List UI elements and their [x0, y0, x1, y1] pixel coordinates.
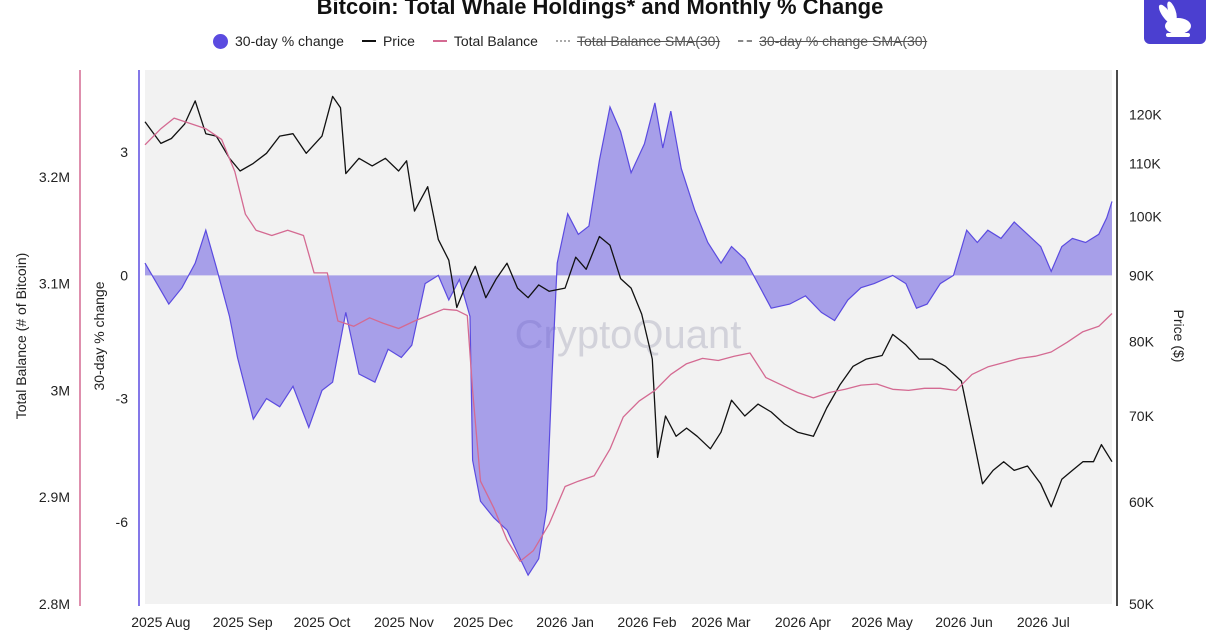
legend-label: Total Balance [453, 33, 538, 49]
chart-marks [144, 95, 1113, 577]
x-tick-label: 2026 Mar [691, 614, 750, 630]
price-tick-label: 80K [1129, 333, 1155, 349]
balance-axis-title: Total Balance (# of Bitcoin) [13, 253, 29, 420]
balance-tick-label: 3M [51, 382, 70, 398]
change-axis-title: 30-day % change [91, 281, 107, 390]
x-tick-label: 2025 Sep [213, 614, 273, 630]
price-tick-label: 110K [1129, 155, 1161, 171]
price-axis-title: Price ($) [1171, 310, 1187, 363]
change-tick-label: 0 [120, 267, 128, 283]
legend-line-icon [432, 40, 447, 42]
legend-item-balance-sma[interactable]: Total Balance SMA(30) [555, 33, 721, 49]
legend-item-change[interactable]: 30-day % change [213, 33, 344, 49]
price-tick-label: 70K [1129, 408, 1155, 424]
series-line-change [144, 102, 1113, 577]
price-tick-label: 90K [1129, 268, 1155, 284]
x-tick-label: 2025 Oct [294, 614, 351, 630]
legend-item-change-sma[interactable]: 30-day % change SMA(30) [738, 33, 927, 49]
x-tick-label: 2025 Aug [131, 614, 190, 630]
legend-dot-icon [213, 33, 228, 49]
axis-ticks: 3.2M 3.1M 3M 2.9M 2.8M 3 0 -3 -6 120K 110K 100K 90K 8… [39, 107, 1162, 630]
price-tick-label: 50K [1129, 596, 1155, 612]
x-tick-label: 2025 Nov [374, 614, 434, 630]
series-line-balance [144, 117, 1113, 562]
change-tick-label: 3 [120, 144, 128, 160]
rabbit-icon [1158, 1, 1191, 37]
chart-title: Bitcoin: Total Whale Holdings* and Month… [316, 0, 884, 19]
x-tick-label: 2025 Dec [453, 614, 513, 630]
brand-logo [1144, 0, 1206, 44]
legend-label: Total Balance SMA(30) [576, 33, 721, 49]
legend-line-icon [361, 40, 376, 42]
balance-tick-label: 3.1M [39, 276, 70, 292]
change-tick-label: -3 [116, 391, 129, 407]
x-tick-label: 2026 Jul [1017, 614, 1070, 630]
x-tick-label: 2026 Apr [775, 614, 831, 630]
legend-label: 30-day % change SMA(30) [759, 33, 928, 49]
x-tick-label: 2026 May [851, 614, 912, 630]
legend-label: Price [382, 33, 415, 49]
legend-item-balance[interactable]: Total Balance [432, 33, 538, 49]
legend-item-price[interactable]: Price [361, 33, 415, 49]
balance-tick-label: 2.9M [39, 489, 70, 505]
x-tick-label: 2026 Feb [617, 614, 676, 630]
series-area-change [145, 102, 1112, 576]
balance-tick-label: 3.2M [39, 169, 70, 185]
legend: 30-day % change Price Total Balance Tota… [213, 33, 927, 49]
series-line-price [144, 95, 1113, 508]
x-tick-label: 2026 Jan [536, 614, 594, 630]
balance-tick-label: 2.8M [39, 596, 70, 612]
legend-label: 30-day % change [235, 33, 344, 49]
x-tick-label: 2026 Jun [935, 614, 993, 630]
price-tick-label: 100K [1129, 209, 1162, 225]
legend-dashed-line-icon [738, 40, 753, 42]
change-tick-label: -6 [116, 514, 129, 530]
price-tick-label: 120K [1129, 107, 1162, 123]
legend-dotted-line-icon [555, 40, 570, 42]
price-tick-label: 60K [1129, 494, 1155, 510]
